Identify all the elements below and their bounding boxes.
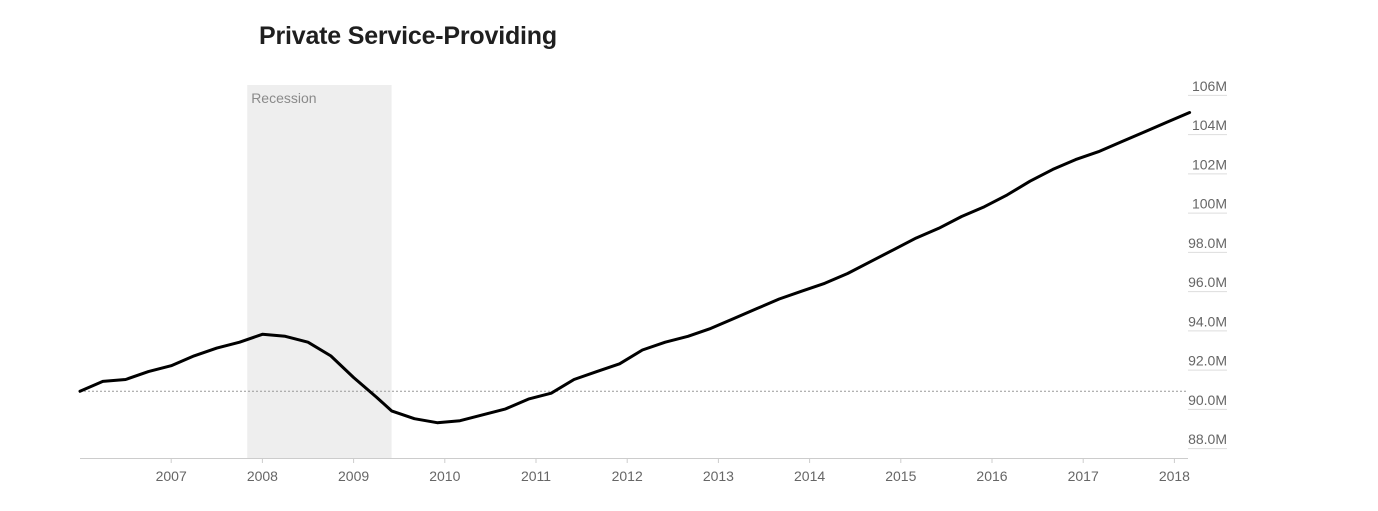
x-tick-label: 2016 [976, 468, 1007, 484]
x-tick-label: 2008 [247, 468, 278, 484]
y-tick-label: 88.0M [1188, 431, 1227, 447]
y-tick-label: 96.0M [1188, 274, 1227, 290]
x-tick-label: 2007 [156, 468, 187, 484]
chart-title: Private Service-Providing [259, 22, 557, 50]
x-tick-label: 2012 [612, 468, 643, 484]
x-tick-label: 2015 [885, 468, 916, 484]
recession-label: Recession [251, 90, 316, 106]
y-tick-label: 104M [1192, 117, 1227, 133]
y-tick-label: 102M [1192, 156, 1227, 172]
y-axis: 88.0M 90.0M 92.0M 94.0M 96.0M 98.0M 100M 102M 10… [1188, 78, 1227, 450]
x-tick-label: 2010 [429, 468, 460, 484]
y-tick-label: 100M [1192, 196, 1227, 212]
y-tick-label: 94.0M [1188, 313, 1227, 329]
y-tick-label: 106M [1192, 78, 1227, 94]
x-axis: 2007 2008 2009 2010 2011 2012 2013 2014 2015 2016… [156, 458, 1190, 484]
x-tick-label: 2009 [338, 468, 369, 484]
y-tick-label: 92.0M [1188, 353, 1227, 369]
x-tick-label: 2018 [1159, 468, 1190, 484]
y-tick-label: 98.0M [1188, 235, 1227, 251]
x-tick-label: 2013 [703, 468, 734, 484]
x-tick-label: 2011 [521, 468, 551, 484]
x-tick-label: 2014 [794, 468, 825, 484]
series-line [78, 111, 1192, 425]
recession-band [247, 85, 392, 458]
x-tick-label: 2017 [1068, 468, 1099, 484]
y-tick-label: 90.0M [1188, 392, 1227, 408]
